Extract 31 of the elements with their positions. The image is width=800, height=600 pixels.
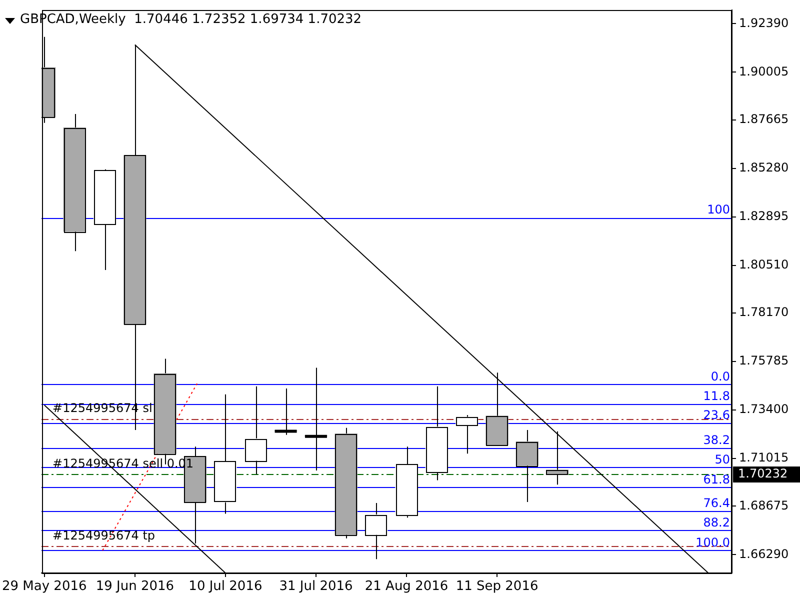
x-tick-label: 31 Jul 2016 [279,579,353,594]
y-tick-label: 1.90005 [739,64,789,78]
y-tick-label: 1.87665 [739,112,789,126]
annotation: 11.8 [703,389,730,404]
y-tick-label: 1.78170 [739,305,789,320]
annotation: 100.0 [696,535,730,550]
y-tick-label: 1.80510 [739,257,789,272]
y-tick-label: 1.68675 [739,498,789,512]
annotation: 23.6 [703,408,730,422]
annotation: 50 [714,452,730,467]
y-tick-label: 1.82895 [739,208,789,223]
annotation: 38.2 [703,432,730,447]
annotation: 88.2 [703,516,730,530]
x-tick-label: 21 Aug 2016 [364,579,448,594]
x-tick-label: 11 Sep 2016 [456,579,538,594]
text: 1.70232 [738,466,788,481]
y-tick-label: 1.92390 [739,16,789,30]
annotation: 100 [707,202,730,217]
annotation: 76.4 [703,496,730,510]
x-tick-label: 10 Jul 2016 [188,579,262,594]
ref-line-label: #1254995674 tp [52,528,156,542]
y-tick-label: 1.85280 [739,160,789,174]
x-tick-label: 19 Jun 2016 [96,579,174,594]
candlestick [546,430,569,486]
x-tick-label: 29 May 2016 [2,579,87,594]
annotation: 0.0 [710,370,730,384]
y-tick-label: 1.71015 [739,450,789,465]
y-tick-label: 1.66290 [739,546,789,561]
annotation: 61.8 [703,472,730,486]
y-tick-label: 1.75785 [739,354,789,368]
y-tick-label: 1.73400 [739,402,789,416]
